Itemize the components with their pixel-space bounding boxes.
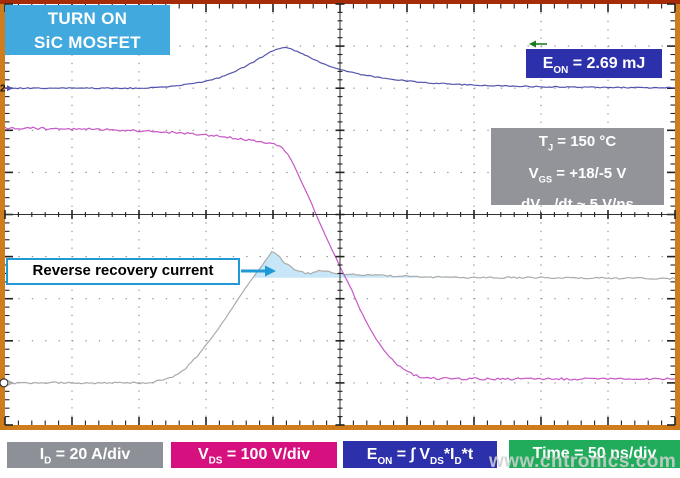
condition-vgs: VGS = +18/-5 V bbox=[528, 164, 627, 185]
reverse-recovery-label: Reverse recovery current bbox=[32, 262, 214, 279]
condition-tj: TJ = 150 °C bbox=[538, 133, 617, 153]
watermark-text: www.cntronics.com bbox=[489, 451, 677, 472]
legend-id-scale: ID = 20 A/div bbox=[7, 442, 163, 468]
condition-dvdt: dVON/dt ~ 5 V/ns bbox=[521, 196, 634, 216]
eon-measurement-box: EON = 2.69 mJ bbox=[526, 49, 662, 78]
legend-vds-scale: VDS = 100 V/div bbox=[171, 442, 337, 468]
turn-on-title-box: TURN ON SiC MOSFET bbox=[5, 5, 170, 55]
legend-eon-formula: EON = ∫ VDS*ID*t bbox=[343, 441, 497, 468]
test-conditions-box: TJ = 150 °C VGS = +18/-5 V dVON/dt ~ 5 V… bbox=[491, 128, 664, 216]
legend-time-scale: Time = 50 ns/div bbox=[509, 440, 680, 468]
legend-eon-text: EON = ∫ VDS*ID*t bbox=[366, 446, 474, 467]
legend-vds-text: VDS = 100 V/div bbox=[197, 446, 311, 467]
title-line-1: TURN ON bbox=[47, 9, 128, 28]
reverse-recovery-callout: Reverse recovery current bbox=[6, 258, 240, 285]
eon-value: EON = 2.69 mJ bbox=[542, 55, 646, 77]
legend-time-text: Time = 50 ns/div bbox=[532, 445, 657, 462]
title-line-2: SiC MOSFET bbox=[34, 33, 141, 52]
legend-id-text: ID = 20 A/div bbox=[39, 446, 131, 467]
svg-text:2: 2 bbox=[0, 84, 6, 95]
